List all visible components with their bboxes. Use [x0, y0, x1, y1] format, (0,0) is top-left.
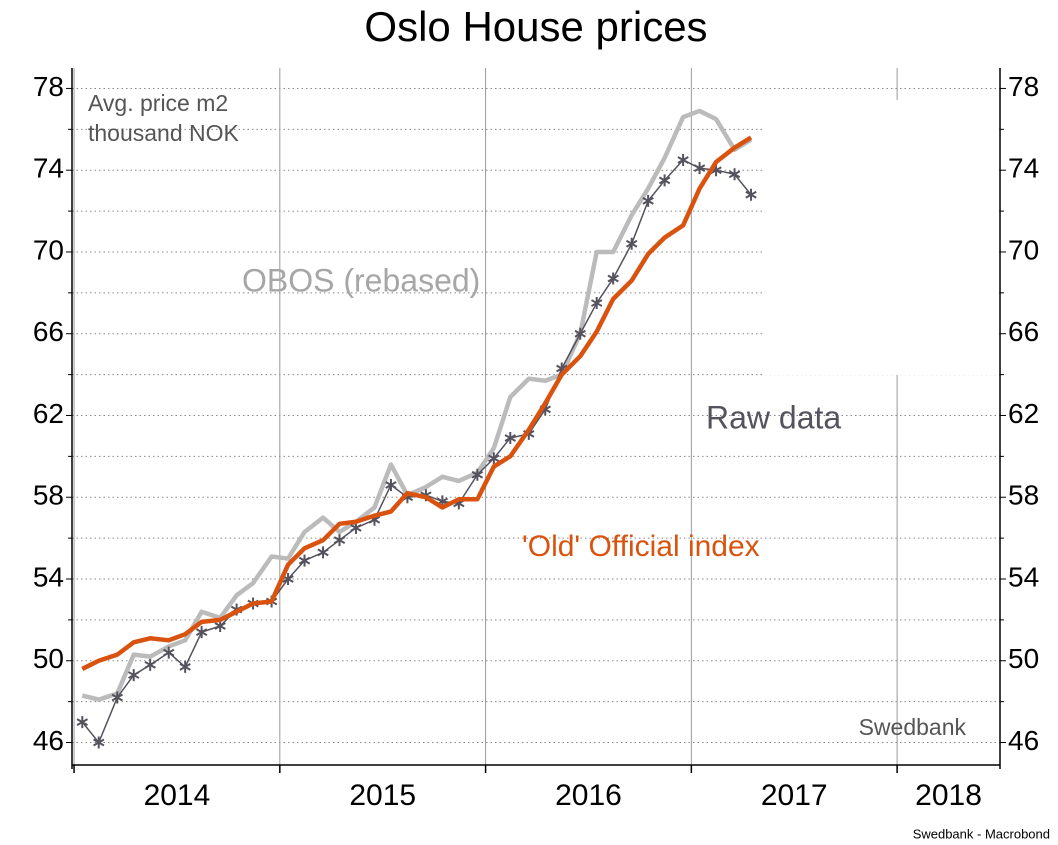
marker — [591, 297, 603, 310]
y2-tick-label: 46 — [1008, 725, 1039, 756]
marker — [195, 626, 208, 639]
series-line — [81, 135, 753, 671]
blank-panel — [763, 100, 999, 375]
marker — [179, 660, 191, 673]
y2-tick-label: 70 — [1008, 234, 1039, 265]
y2-tick-label: 78 — [1008, 71, 1039, 102]
marker — [333, 534, 346, 547]
marker — [76, 716, 88, 729]
marker — [385, 478, 397, 491]
x-tick-label: 2015 — [349, 779, 416, 812]
x-tick-label: 2017 — [761, 779, 828, 812]
marker — [728, 168, 741, 181]
marker — [144, 658, 156, 671]
y2-tick-label: 62 — [1008, 398, 1039, 429]
y2-tick-label: 50 — [1008, 643, 1039, 674]
y-axis-label: Avg. price m2 — [88, 90, 228, 116]
marker — [574, 327, 586, 340]
series-label: Raw data — [706, 399, 841, 435]
marker — [642, 194, 654, 207]
marker — [625, 237, 638, 250]
footer: Swedbank - Macrobond — [913, 826, 1050, 841]
y-tick-label: 66 — [33, 316, 64, 347]
marker — [745, 188, 757, 201]
marker — [504, 431, 516, 444]
y-tick-label: 50 — [33, 643, 64, 674]
source-note: Swedbank — [859, 714, 967, 740]
y-tick-label: 78 — [33, 71, 64, 102]
chart-title: Oslo House prices — [364, 3, 707, 50]
y2-tick-label: 66 — [1008, 316, 1039, 347]
y-tick-label: 58 — [33, 480, 64, 511]
marker — [111, 691, 123, 704]
marker — [607, 272, 619, 285]
marker — [471, 468, 484, 481]
marker — [677, 153, 689, 166]
series-label: OBOS (rebased) — [242, 262, 480, 298]
y-tick-label: 74 — [33, 153, 64, 184]
y2-tick-label: 54 — [1008, 561, 1039, 592]
x-tick-label: 2016 — [555, 779, 622, 812]
series-label: 'Old' Official index — [522, 530, 760, 563]
y-tick-label: 46 — [33, 725, 64, 756]
y-axis-label: thousand NOK — [88, 120, 240, 146]
marker — [658, 174, 671, 187]
marker — [163, 646, 175, 659]
y-tick-label: 62 — [33, 398, 64, 429]
marker — [93, 736, 105, 749]
marker — [317, 546, 329, 559]
marker — [693, 162, 706, 175]
x-tick-label: 2018 — [915, 779, 982, 812]
y2-tick-label: 58 — [1008, 480, 1039, 511]
series-line — [81, 159, 752, 744]
marker — [488, 452, 500, 465]
marker — [128, 669, 140, 682]
x-tick-label: 2014 — [144, 779, 211, 812]
y-tick-label: 70 — [33, 234, 64, 265]
y-tick-label: 54 — [33, 561, 64, 592]
marker — [298, 554, 311, 567]
y2-tick-label: 74 — [1008, 153, 1039, 184]
